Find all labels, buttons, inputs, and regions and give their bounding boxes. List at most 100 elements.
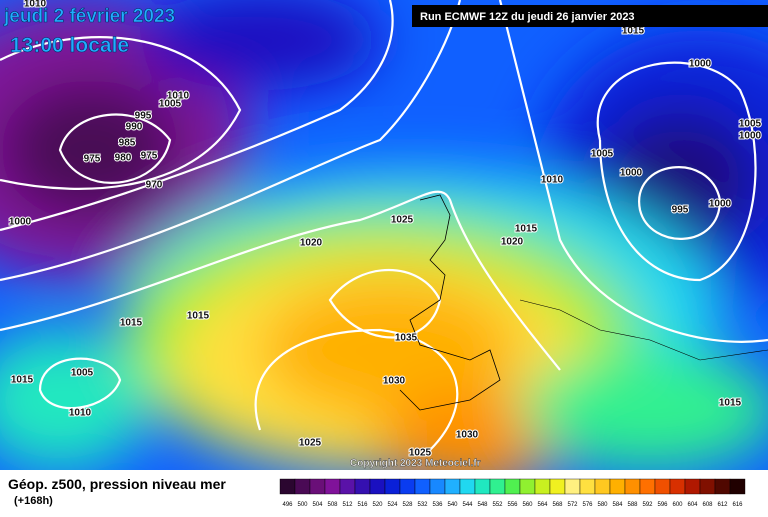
isobar-label: 975 bbox=[84, 154, 101, 165]
isobar-label: 1000 bbox=[9, 217, 32, 228]
isobar bbox=[498, 0, 768, 343]
scale-label: 548 bbox=[477, 502, 488, 508]
isobar-label: 1010 bbox=[69, 408, 92, 419]
isobar bbox=[638, 166, 722, 240]
scale-label: 564 bbox=[537, 502, 548, 508]
scale-label: 568 bbox=[552, 502, 563, 508]
isobar-label: 1015 bbox=[515, 224, 538, 235]
caption: Géop. z500, pression niveau mer bbox=[8, 476, 226, 492]
isobar-label: 1005 bbox=[71, 368, 94, 379]
scale-label: 592 bbox=[642, 502, 653, 508]
isobar-labels: 1010101010059959909859759809759701000102… bbox=[8, 0, 763, 460]
scale-label: 576 bbox=[582, 502, 593, 508]
isobar-label: 1015 bbox=[11, 375, 34, 386]
isobar-label: 970 bbox=[146, 180, 163, 191]
scale-label: 560 bbox=[522, 502, 533, 508]
isobar-label: 1015 bbox=[120, 318, 143, 329]
scale-cell bbox=[564, 478, 581, 495]
color-scale: 496 500 504 508 512 516 520 524 528 532 536 540 544 5… bbox=[279, 478, 746, 508]
isobar-label: 1035 bbox=[395, 333, 418, 344]
scale-label: 544 bbox=[462, 502, 473, 508]
scale-label: 616 bbox=[732, 502, 743, 508]
scale-cell bbox=[294, 478, 311, 495]
scale-cell bbox=[699, 478, 716, 495]
isobar-label: 1000 bbox=[709, 199, 732, 210]
copyright: Copyright 2023 Meteociel.fr bbox=[350, 458, 481, 469]
scale-label: 552 bbox=[492, 502, 503, 508]
isobar-label: 995 bbox=[135, 111, 152, 122]
scale-cell bbox=[654, 478, 671, 495]
scale-label: 540 bbox=[447, 502, 458, 508]
scale-label: 508 bbox=[327, 502, 338, 508]
scale-cell bbox=[609, 478, 626, 495]
scale-cell bbox=[339, 478, 356, 495]
isobar-label: 1030 bbox=[383, 376, 406, 387]
isobar bbox=[38, 357, 122, 410]
scale-cell bbox=[384, 478, 401, 495]
isobar bbox=[0, 190, 561, 371]
isobar-label: 1000 bbox=[689, 59, 712, 70]
scale-label: 596 bbox=[657, 502, 668, 508]
isobar-label: 985 bbox=[119, 138, 136, 149]
scale-cell bbox=[354, 478, 371, 495]
isobar-label: 1015 bbox=[719, 398, 742, 409]
scale-cell bbox=[714, 478, 731, 495]
scale-label: 528 bbox=[402, 502, 413, 508]
isobar-label: 995 bbox=[672, 205, 689, 216]
isobar-label: 975 bbox=[141, 151, 158, 162]
scale-cell bbox=[369, 478, 386, 495]
scale-cell bbox=[399, 478, 416, 495]
isobar bbox=[596, 61, 757, 282]
run-box bbox=[412, 5, 768, 27]
isobar-label: 1005 bbox=[591, 149, 614, 160]
isobar-label: 1000 bbox=[739, 131, 762, 142]
scale-cell bbox=[279, 478, 296, 495]
isobar-label: 1005 bbox=[739, 119, 762, 130]
scale-label: 520 bbox=[372, 502, 383, 508]
scale-cell bbox=[669, 478, 686, 495]
scale-cell bbox=[429, 478, 446, 495]
scale-label: 588 bbox=[627, 502, 638, 508]
scale-cell bbox=[684, 478, 701, 495]
scale-cell bbox=[639, 478, 656, 495]
isobar bbox=[0, 0, 394, 232]
time: 13:00 locale bbox=[10, 34, 129, 57]
scale-cell bbox=[489, 478, 506, 495]
scale-label: 604 bbox=[687, 502, 698, 508]
isobar bbox=[0, 0, 462, 282]
scale-cell bbox=[459, 478, 476, 495]
isobar-label: 1025 bbox=[299, 438, 322, 449]
isobar-label: 1020 bbox=[300, 238, 323, 249]
scale-label: 572 bbox=[567, 502, 578, 508]
isobar bbox=[58, 113, 172, 184]
scale-label: 556 bbox=[507, 502, 518, 508]
scale-cell bbox=[324, 478, 341, 495]
isobar bbox=[0, 36, 242, 190]
isobar-label: 1010 bbox=[541, 175, 564, 186]
isobar-label: 980 bbox=[115, 153, 132, 164]
isobar-label: 1015 bbox=[187, 311, 210, 322]
run: Run ECMWF 12Z du jeudi 26 janvier 2023 bbox=[420, 11, 635, 23]
scale-label: 516 bbox=[357, 502, 368, 508]
scale-cell bbox=[579, 478, 596, 495]
field bbox=[0, 0, 768, 470]
isobar-label: 1010 bbox=[24, 0, 47, 10]
isobar-label: 1010 bbox=[167, 91, 190, 102]
scale-label: 612 bbox=[717, 502, 728, 508]
isobar-label: 1030 bbox=[456, 430, 479, 441]
scale-label: 532 bbox=[417, 502, 428, 508]
scale-cell bbox=[534, 478, 551, 495]
scale-cell bbox=[549, 478, 566, 495]
border bbox=[519, 299, 768, 361]
isobar-label: 1025 bbox=[409, 448, 432, 459]
scale-cell bbox=[519, 478, 536, 495]
scale-label: 500 bbox=[297, 502, 308, 508]
date: jeudi 2 février 2023 bbox=[3, 6, 175, 27]
isobar-label: 1015 bbox=[622, 26, 645, 37]
scale-label: 536 bbox=[432, 502, 443, 508]
scale-cell bbox=[594, 478, 611, 495]
scale-cell bbox=[414, 478, 431, 495]
scale-cell bbox=[474, 478, 491, 495]
scale-label: 496 bbox=[282, 502, 293, 508]
